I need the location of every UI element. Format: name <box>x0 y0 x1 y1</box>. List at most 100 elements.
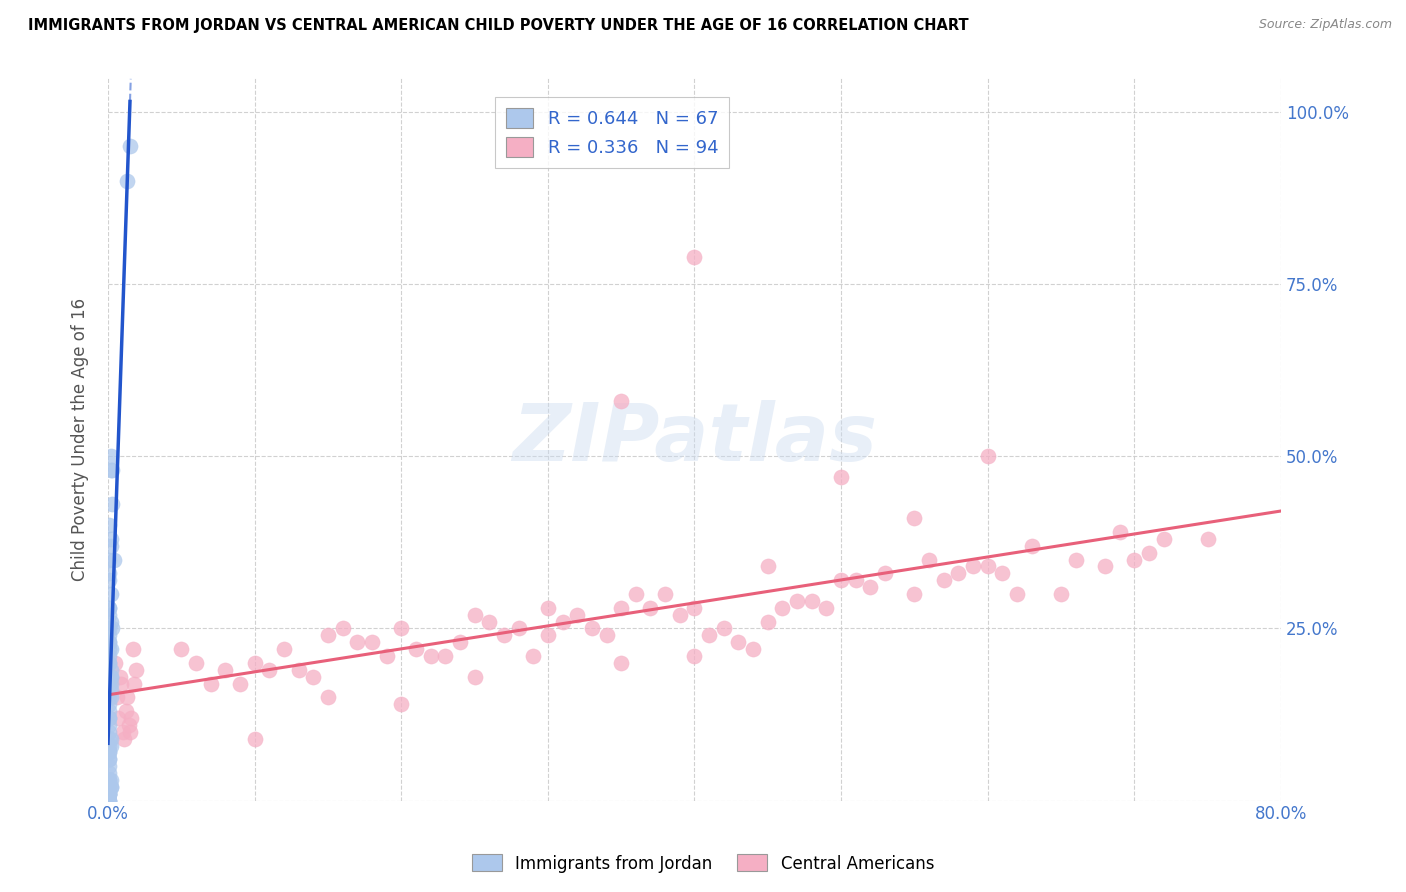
Point <box>98 628 121 642</box>
Point <box>100 615 122 629</box>
Point <box>727 635 749 649</box>
Point <box>654 587 676 601</box>
Point <box>389 622 412 636</box>
Point <box>1108 524 1130 539</box>
Point <box>756 559 779 574</box>
Point <box>273 642 295 657</box>
Point <box>100 780 122 794</box>
Point <box>464 670 486 684</box>
Point <box>100 772 122 787</box>
Point <box>845 573 868 587</box>
Point <box>713 622 735 636</box>
Point <box>101 498 124 512</box>
Point <box>1050 587 1073 601</box>
Point <box>98 642 121 657</box>
Point <box>100 739 122 753</box>
Point <box>100 587 122 601</box>
Point <box>112 731 135 746</box>
Point <box>98 622 121 636</box>
Legend: R = 0.644   N = 67, R = 0.336   N = 94: R = 0.644 N = 67, R = 0.336 N = 94 <box>495 97 730 168</box>
Point <box>120 711 142 725</box>
Point <box>98 746 121 760</box>
Point <box>756 615 779 629</box>
Point <box>98 739 121 753</box>
Point <box>991 566 1014 581</box>
Point <box>100 690 122 705</box>
Point <box>98 518 121 533</box>
Point <box>875 566 897 581</box>
Point <box>859 580 882 594</box>
Point <box>100 670 122 684</box>
Point <box>98 787 121 801</box>
Y-axis label: Child Poverty Under the Age of 16: Child Poverty Under the Age of 16 <box>72 297 89 581</box>
Point <box>98 787 121 801</box>
Point <box>107 711 129 725</box>
Point <box>98 552 121 566</box>
Point <box>610 656 633 670</box>
Point <box>125 663 148 677</box>
Point <box>98 772 121 787</box>
Point <box>98 690 121 705</box>
Point <box>332 622 354 636</box>
Point <box>346 635 368 649</box>
Point <box>98 780 121 794</box>
Point <box>243 731 266 746</box>
Point <box>697 628 720 642</box>
Point <box>932 573 955 587</box>
Point <box>962 559 984 574</box>
Point <box>567 607 589 622</box>
Point <box>118 139 141 153</box>
Point <box>640 600 662 615</box>
Point <box>118 724 141 739</box>
Point <box>419 648 441 663</box>
Point <box>1153 532 1175 546</box>
Point <box>683 600 706 615</box>
Point <box>977 449 1000 463</box>
Point <box>98 656 121 670</box>
Point <box>522 648 544 663</box>
Point <box>903 511 925 525</box>
Point <box>624 587 647 601</box>
Point <box>537 628 560 642</box>
Point <box>361 635 384 649</box>
Point <box>115 174 138 188</box>
Point <box>830 470 852 484</box>
Point <box>98 794 121 808</box>
Point <box>98 724 121 739</box>
Point <box>98 670 121 684</box>
Point <box>98 648 121 663</box>
Point <box>98 676 121 690</box>
Point <box>98 635 121 649</box>
Point <box>478 615 501 629</box>
Point <box>98 704 121 718</box>
Point <box>100 642 122 657</box>
Point <box>103 552 125 566</box>
Point <box>100 532 122 546</box>
Point <box>683 648 706 663</box>
Point <box>98 772 121 787</box>
Point <box>100 731 122 746</box>
Point <box>98 731 121 746</box>
Legend: Immigrants from Jordan, Central Americans: Immigrants from Jordan, Central American… <box>465 847 941 880</box>
Point <box>375 648 398 663</box>
Point <box>170 642 193 657</box>
Point <box>389 697 412 711</box>
Point <box>214 663 236 677</box>
Point <box>100 780 122 794</box>
Point <box>115 690 138 705</box>
Point <box>1021 539 1043 553</box>
Point <box>98 711 121 725</box>
Point <box>98 766 121 780</box>
Point <box>98 607 121 622</box>
Point <box>918 552 941 566</box>
Point <box>98 600 121 615</box>
Point <box>1005 587 1028 601</box>
Point <box>114 704 136 718</box>
Point <box>948 566 970 581</box>
Point <box>772 600 794 615</box>
Text: ZIPatlas: ZIPatlas <box>512 400 877 478</box>
Point <box>200 676 222 690</box>
Point <box>1123 552 1146 566</box>
Point <box>1137 546 1160 560</box>
Point <box>98 759 121 773</box>
